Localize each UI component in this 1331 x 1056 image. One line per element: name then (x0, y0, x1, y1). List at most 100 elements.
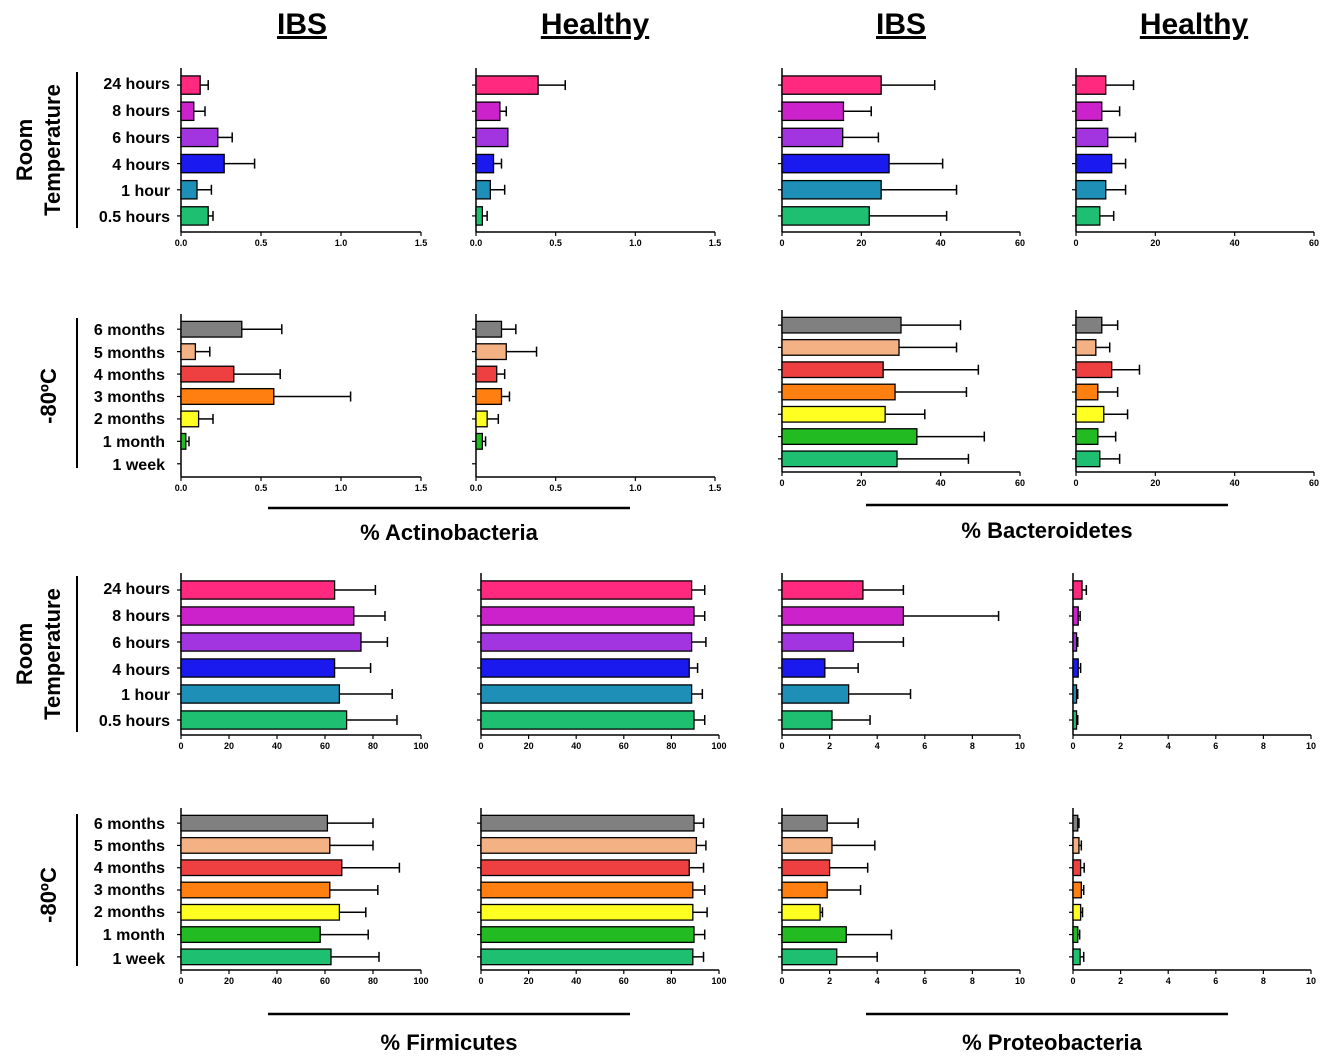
bar-6-hours (475, 127, 509, 148)
row-label-room-line2-bottom: Temperature (40, 588, 65, 720)
x-tick-label: 40 (936, 478, 946, 488)
x-tick-label: 0 (1070, 976, 1075, 986)
x-tick-label: 20 (856, 478, 866, 488)
x-tick-label: 6 (922, 976, 927, 986)
bar-6-months (480, 814, 695, 832)
x-tick-label: 0 (178, 741, 183, 751)
x-tick-label: 0.5 (255, 238, 268, 248)
x-tick-label: 10 (1015, 976, 1025, 986)
row-label-frozen-top: -80ºC (36, 368, 61, 424)
bar-1-hour (180, 179, 198, 200)
bar-3-months (1072, 881, 1082, 899)
panel-proteobacteria-ibs-frozen: 0 2 4 6 8 10 (778, 808, 1025, 986)
bar-1-week (1072, 948, 1081, 966)
bar-24-hours (180, 580, 336, 600)
x-tick-label: 40 (571, 741, 581, 751)
category-label: 24 hours (103, 76, 170, 93)
x-tick-label: 80 (666, 976, 676, 986)
x-tick-label: 60 (320, 976, 330, 986)
column-header-healthy-left: Healthy (541, 8, 650, 41)
column-header-healthy-right: Healthy (1140, 8, 1249, 41)
bar-6-months (180, 814, 329, 832)
category-label: 4 months (94, 367, 165, 384)
category-labels: 24 hours 8 hours 6 hours 4 hours 1 hour … (94, 76, 170, 968)
bar-5-months (180, 836, 331, 854)
category-label: 4 hours (112, 662, 170, 679)
bar-3-months (480, 881, 694, 899)
x-tick-label: 0 (1070, 741, 1075, 751)
category-label: 2 months (94, 904, 165, 921)
x-tick-label: 10 (1015, 741, 1025, 751)
panel-actinobacteria-ibs-frozen: 0.0 0.5 1.0 1.5 (175, 314, 428, 493)
x-tick-label: 1.5 (415, 483, 428, 493)
category-label: 1 month (103, 927, 165, 944)
panel-bacteroidetes-healthy-frozen: 0 20 40 60 (1072, 310, 1319, 488)
bar-6-hours (781, 127, 844, 148)
x-tick-label: 2 (827, 976, 832, 986)
bar-1-week (480, 948, 694, 966)
column-headers: IBS Healthy IBS Healthy (277, 8, 1249, 41)
bar-6-months (180, 320, 243, 338)
bar-4-months (180, 365, 235, 383)
bar-1-hour (180, 684, 341, 704)
x-tick-label: 60 (1309, 478, 1319, 488)
row-label-room-top: Room Temperature (12, 84, 65, 216)
x-tick-label: 0 (178, 976, 183, 986)
bar-0-5-hours (781, 206, 870, 226)
bar-4-months (1072, 859, 1082, 877)
bar-5-months (781, 338, 900, 356)
bar-3-months (475, 387, 503, 405)
x-tick-label: 80 (666, 741, 676, 751)
bar-24-hours (475, 75, 539, 95)
x-tick-label: 20 (224, 741, 234, 751)
bar-4-months (1075, 361, 1113, 379)
bar-1-hour (781, 179, 882, 200)
x-tick-label: 0.5 (549, 238, 562, 248)
column-header-ibs-right: IBS (876, 8, 926, 41)
bar-6-months (1072, 814, 1079, 832)
x-tick-label: 1.5 (709, 483, 722, 493)
bar-4-months (480, 859, 690, 877)
bar-24-hours (1072, 580, 1083, 600)
row-labels: Room Temperature -80ºC Room Temperature … (12, 72, 78, 966)
bar-1-hour (480, 684, 693, 704)
bar-2-months (480, 903, 694, 921)
bar-6-hours (480, 632, 693, 652)
panel-actinobacteria-healthy-frozen: 0.0 0.5 1.0 1.5 (470, 314, 722, 493)
bar-0-5-hours (781, 710, 833, 730)
panels: 0.0 0.5 1.0 1.5 0.0 0.5 1.0 1.5 0 20 40 60 0 20 40 600.… (175, 68, 1319, 986)
category-labels-frozen-bottom: 6 months 5 months 4 months 3 months 2 mo… (94, 816, 165, 968)
category-label: 6 months (94, 816, 165, 833)
category-label: 4 months (94, 860, 165, 877)
bar-5-months (480, 836, 698, 854)
panel-proteobacteria-ibs-room: 0 2 4 6 8 10 (778, 573, 1025, 751)
x-tick-label: 40 (272, 976, 282, 986)
bar-6-hours (180, 632, 362, 652)
bar-4-hours (1072, 658, 1079, 678)
category-labels-frozen-top: 6 months 5 months 4 months 3 months 2 mo… (94, 322, 165, 474)
bar-24-hours (1075, 75, 1107, 95)
panel-firmicutes-healthy-room: 0 20 40 60 80 100 (477, 573, 727, 751)
bar-1-week (180, 948, 332, 966)
category-label: 6 hours (112, 130, 170, 147)
panel-firmicutes-ibs-room: 0 20 40 60 80 100 (177, 573, 429, 751)
row-label-frozen-bottom-text: -80ºC (36, 867, 61, 923)
x-tick-label: 20 (524, 976, 534, 986)
x-tick-label: 0.5 (255, 483, 268, 493)
x-tick-label: 0 (478, 741, 483, 751)
x-tick-label: 6 (922, 741, 927, 751)
x-tick-label: 0 (779, 238, 784, 248)
x-tick-label: 8 (1261, 976, 1266, 986)
category-label: 1 hour (121, 183, 170, 200)
category-labels-room-top: 24 hours 8 hours 6 hours 4 hours 1 hour … (99, 76, 170, 226)
category-label: 1 month (103, 434, 165, 451)
bar-8-hours (475, 101, 501, 122)
x-tick-label: 2 (827, 741, 832, 751)
x-tick-label: 1.0 (335, 483, 348, 493)
bar-1-week (1075, 450, 1101, 468)
bar-2-months (1072, 903, 1082, 921)
bar-4-hours (1075, 153, 1113, 174)
bar-4-hours (480, 658, 690, 678)
bar-1-month (1075, 428, 1099, 446)
row-label-frozen: -80ºC (36, 368, 61, 424)
